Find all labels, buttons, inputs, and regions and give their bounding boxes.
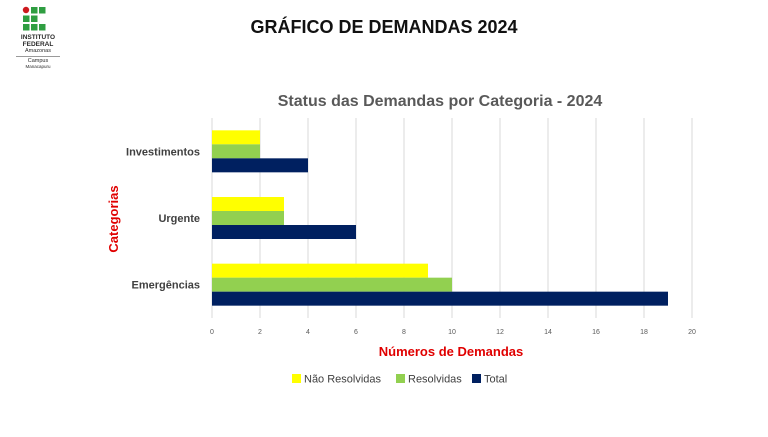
- x-tick-label: 4: [306, 329, 310, 336]
- logo-state: Amazonas: [25, 48, 51, 54]
- logo-square: [23, 24, 30, 31]
- logo-red-dot: [22, 6, 30, 14]
- bar: [212, 225, 356, 239]
- bar: [212, 291, 668, 306]
- legend-swatch: [472, 374, 481, 383]
- bar: [212, 263, 428, 278]
- logo-square: [31, 24, 38, 31]
- bar: [212, 277, 452, 292]
- legend-label: Resolvidas: [408, 374, 462, 386]
- bar: [212, 211, 284, 225]
- x-tick-label: 0: [210, 329, 214, 336]
- logo-campus-name: Manacapuru: [25, 64, 51, 69]
- category-label: Investimentos: [126, 146, 200, 158]
- logo-campus-label: Campus: [27, 57, 49, 64]
- page-title: GRÁFICO DE DEMANDAS 2024: [250, 17, 518, 37]
- x-tick-label: 16: [592, 329, 600, 336]
- x-tick-label: 18: [640, 329, 648, 336]
- category-label: Urgente: [158, 213, 200, 225]
- bars-group: [212, 130, 668, 306]
- logo-squares-icon: [22, 6, 46, 31]
- logo-name-line-1: INSTITUTO: [20, 34, 56, 41]
- category-labels: Investimentos Urgente Emergências: [126, 146, 200, 291]
- legend: Não Resolvidas Resolvidas Total: [292, 374, 507, 386]
- x-axis-label: Números de Demandas: [379, 344, 524, 359]
- bar: [212, 158, 308, 173]
- x-tick-label: 12: [496, 329, 504, 336]
- bar: [212, 130, 260, 145]
- logo-square: [31, 7, 38, 14]
- bar: [212, 197, 284, 211]
- logo-square: [39, 7, 46, 14]
- x-tick-label: 6: [354, 329, 358, 336]
- legend-swatch: [292, 374, 301, 383]
- bar: [212, 144, 260, 159]
- category-label: Emergências: [132, 280, 200, 292]
- x-tick-label: 20: [688, 329, 696, 336]
- chart-title: Status das Demandas por Categoria - 2024: [278, 93, 603, 110]
- logo-square: [23, 15, 30, 22]
- logo-name-line-2: FEDERAL: [22, 41, 54, 48]
- logo-square: [39, 24, 46, 31]
- logo-divider: [16, 55, 60, 57]
- legend-label: Total: [484, 374, 507, 386]
- legend-swatch: [396, 374, 405, 383]
- y-axis-label: Categorias: [106, 185, 121, 252]
- x-tick-labels: 0 2 4 6 8 10 12 14 16 18 20: [210, 329, 696, 336]
- x-tick-label: 2: [258, 329, 262, 336]
- x-tick-label: 10: [448, 329, 456, 336]
- x-tick-label: 14: [544, 329, 552, 336]
- institution-logo: INSTITUTO FEDERAL Amazonas Campus Manaca…: [16, 6, 62, 70]
- x-tick-label: 8: [402, 329, 406, 336]
- logo-square: [31, 15, 38, 22]
- legend-label: Não Resolvidas: [304, 374, 382, 386]
